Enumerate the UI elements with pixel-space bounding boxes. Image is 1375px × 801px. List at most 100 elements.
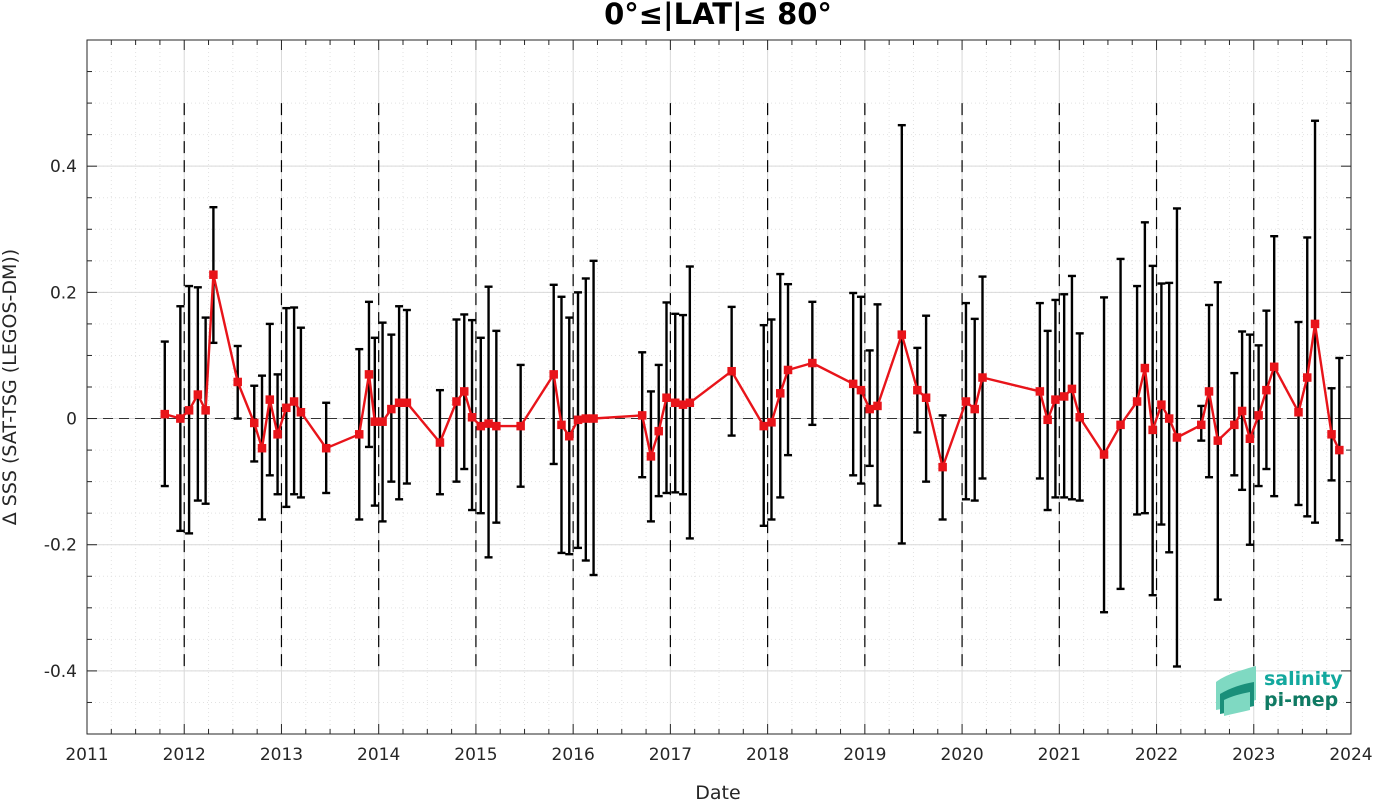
data-point-marker xyxy=(654,426,663,436)
data-point-marker xyxy=(282,403,291,413)
y-tick-label: -0.2 xyxy=(44,536,77,556)
data-point-marker xyxy=(193,390,203,399)
series-markers xyxy=(160,270,1344,472)
x-tick-label: 2021 xyxy=(1038,745,1081,765)
axis-ticks xyxy=(86,39,1352,735)
x-axis-label: Date xyxy=(695,782,740,801)
data-point-marker xyxy=(160,409,170,419)
data-point-marker xyxy=(873,401,882,411)
y-tick-labels: -0.4 -0.2 0 0.2 0.4 xyxy=(44,157,77,682)
data-point-marker xyxy=(1237,406,1247,416)
series-line xyxy=(164,273,1341,469)
y-axis-label: Δ SSS (SAT-TSG (LEGOS-DM)) xyxy=(0,249,21,525)
data-point-marker xyxy=(662,393,671,402)
data-point-marker xyxy=(685,398,695,408)
data-point-marker xyxy=(1230,420,1239,430)
data-point-marker xyxy=(1262,385,1271,395)
data-point-marker xyxy=(565,431,574,441)
data-point-marker xyxy=(1197,420,1206,430)
data-point-marker xyxy=(467,413,477,422)
data-point-marker xyxy=(776,389,785,398)
data-point-marker xyxy=(1148,425,1157,435)
data-point-marker xyxy=(1067,384,1077,394)
data-point-marker xyxy=(759,421,768,431)
x-tick-label: 2019 xyxy=(843,745,886,765)
data-point-marker xyxy=(387,404,396,414)
data-point-marker xyxy=(808,358,817,368)
data-point-marker xyxy=(589,414,598,423)
data-point-marker xyxy=(1204,387,1214,396)
data-point-marker xyxy=(783,365,793,375)
x-tick-label: 2011 xyxy=(65,745,108,765)
y-tick-label: 0.4 xyxy=(50,157,77,177)
data-point-marker xyxy=(678,400,688,409)
x-tick-label: 2017 xyxy=(649,745,692,765)
data-point-marker xyxy=(460,387,469,396)
data-point-marker xyxy=(1213,436,1223,445)
x-tick-label: 2024 xyxy=(1329,745,1372,765)
data-point-marker xyxy=(176,414,185,423)
data-point-marker xyxy=(1254,411,1263,420)
data-point-marker xyxy=(1164,414,1174,423)
data-point-marker xyxy=(321,443,331,453)
data-point-marker xyxy=(921,393,931,402)
data-point-marker xyxy=(1132,397,1142,406)
data-point-marker xyxy=(452,397,461,406)
data-point-marker xyxy=(476,421,486,431)
x-tick-label: 2023 xyxy=(1232,745,1275,765)
data-point-marker xyxy=(897,330,907,339)
y-tick-label: 0.2 xyxy=(50,283,77,303)
data-point-marker xyxy=(970,404,979,414)
data-point-marker xyxy=(549,370,558,379)
data-point-marker xyxy=(184,406,194,415)
data-point-marker xyxy=(370,417,380,426)
data-point-marker xyxy=(257,443,267,453)
data-point-marker xyxy=(378,417,387,426)
data-point-marker xyxy=(296,407,306,417)
data-point-marker xyxy=(273,430,282,439)
data-point-marker xyxy=(1310,319,1320,329)
data-point-marker xyxy=(492,421,501,431)
data-point-marker xyxy=(233,377,242,387)
logo-text-pimep: pi-mep xyxy=(1264,689,1338,711)
x-tick-label: 2020 xyxy=(940,745,983,765)
data-point-marker xyxy=(1157,400,1166,409)
data-point-marker xyxy=(1075,413,1084,422)
data-point-marker xyxy=(1059,392,1069,401)
salinity-pi-mep-logo: salinity pi-mep xyxy=(1216,666,1343,716)
data-point-marker xyxy=(1099,450,1109,459)
logo-text-salinity: salinity xyxy=(1264,668,1343,690)
x-tick-label: 2015 xyxy=(454,745,497,765)
x-tick-label: 2016 xyxy=(552,745,595,765)
chart-title: 0°≤|LAT|≤ 80° xyxy=(604,0,832,31)
data-point-marker xyxy=(865,404,874,414)
data-point-marker xyxy=(1043,415,1052,425)
data-point-marker xyxy=(1051,395,1060,404)
data-point-marker xyxy=(201,406,210,415)
data-point-marker xyxy=(573,415,583,425)
data-point-marker xyxy=(1269,362,1279,372)
data-point-marker xyxy=(1245,434,1255,443)
data-point-marker xyxy=(646,452,656,461)
data-point-marker xyxy=(435,438,445,447)
x-tick-label: 2012 xyxy=(163,745,206,765)
data-point-marker xyxy=(637,411,647,420)
wave-logo-icon xyxy=(1216,666,1256,716)
data-point-marker xyxy=(767,418,776,427)
y-tick-label: -0.4 xyxy=(44,662,77,682)
data-point-marker xyxy=(581,414,591,423)
data-point-marker xyxy=(1035,387,1045,396)
data-point-marker xyxy=(938,462,947,472)
data-point-marker xyxy=(978,373,987,382)
x-tick-label: 2018 xyxy=(746,745,789,765)
data-point-marker xyxy=(364,370,374,379)
data-point-marker xyxy=(1302,373,1312,382)
x-tick-labels: 2011 2012 2013 2014 2015 2016 2017 2018 2019 2020… xyxy=(65,745,1372,765)
data-point-marker xyxy=(670,398,680,408)
data-point-marker xyxy=(727,366,736,376)
data-point-marker xyxy=(289,397,299,406)
data-point-marker xyxy=(394,398,404,408)
data-point-marker xyxy=(402,398,412,408)
y-tick-label: 0 xyxy=(66,410,77,430)
